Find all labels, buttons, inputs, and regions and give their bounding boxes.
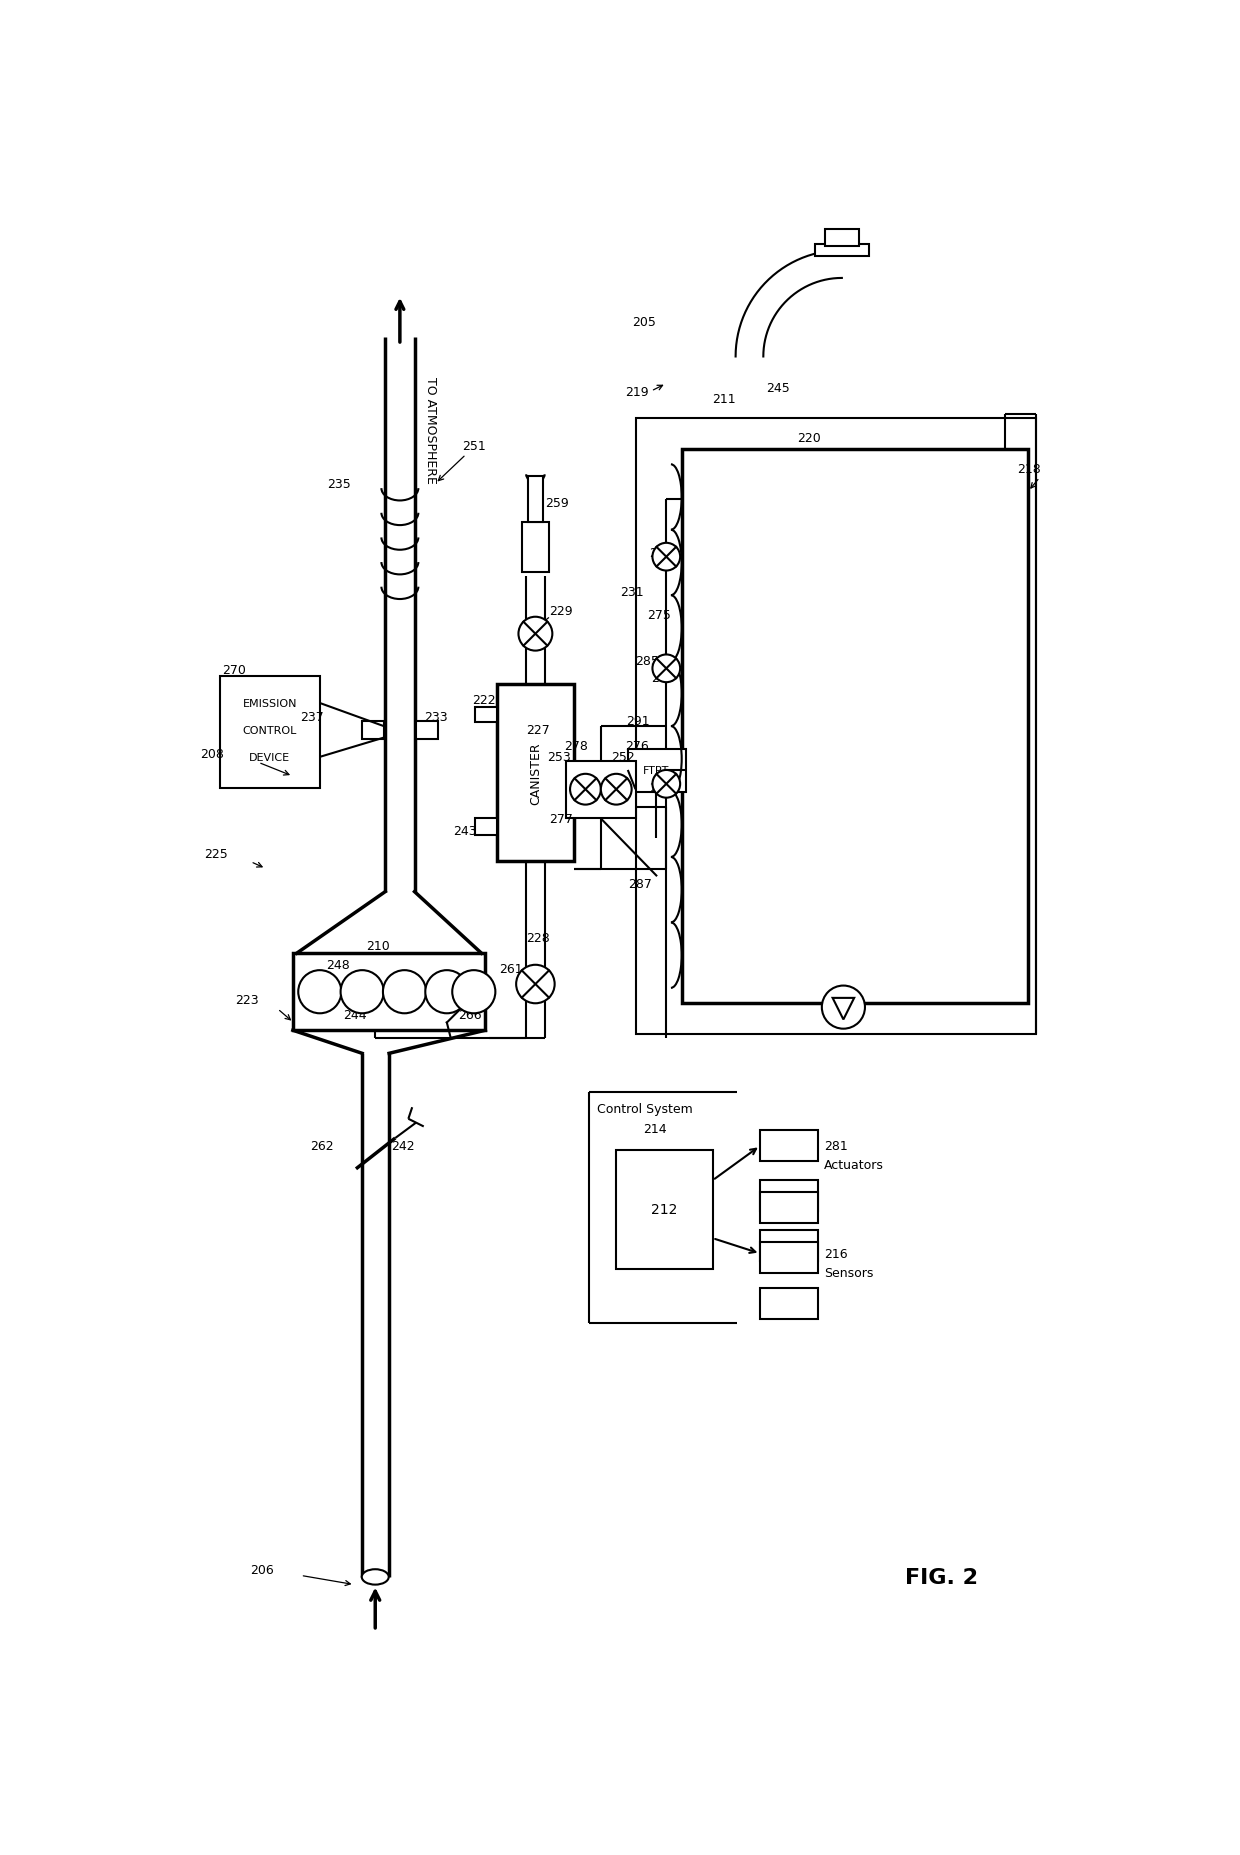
Text: 237: 237 [300, 710, 325, 723]
Text: 248: 248 [326, 959, 350, 972]
Bar [760, 1289, 818, 1319]
Bar [760, 1182, 818, 1211]
Text: 219: 219 [625, 386, 649, 399]
Circle shape [453, 970, 495, 1013]
Text: 220: 220 [797, 432, 821, 445]
Text: DEVICE: DEVICE [249, 753, 290, 762]
Text: 261: 261 [500, 963, 523, 976]
Bar [760, 1132, 818, 1161]
Text: 243: 243 [453, 824, 476, 837]
Text: 212: 212 [651, 1202, 677, 1217]
Bar [825, 230, 859, 247]
Circle shape [652, 544, 681, 571]
Text: 244: 244 [343, 1009, 367, 1022]
Polygon shape [815, 245, 869, 258]
Text: 266: 266 [459, 1009, 482, 1022]
Text: TO ATMOSPHERE: TO ATMOSPHERE [424, 377, 436, 484]
Text: 271: 271 [650, 781, 673, 794]
Text: CANISTER: CANISTER [529, 742, 542, 805]
Text: 242: 242 [391, 1139, 414, 1152]
Text: 227: 227 [526, 723, 549, 736]
Circle shape [341, 970, 383, 1013]
Text: 270: 270 [222, 664, 246, 677]
Bar [616, 1150, 713, 1269]
Text: 259: 259 [546, 497, 569, 510]
Circle shape [516, 965, 554, 1004]
Text: 205: 205 [631, 315, 656, 328]
Bar [528, 477, 543, 523]
Bar [497, 684, 574, 861]
Text: EMISSION: EMISSION [243, 699, 298, 709]
Text: 229: 229 [549, 605, 573, 618]
Text: 275: 275 [647, 608, 671, 621]
Text: 262: 262 [310, 1139, 335, 1152]
Text: 225: 225 [205, 848, 228, 861]
Text: Control System: Control System [596, 1102, 693, 1115]
Circle shape [299, 970, 341, 1013]
Bar [475, 707, 497, 723]
Text: 214: 214 [644, 1122, 667, 1135]
Text: 251: 251 [463, 440, 486, 453]
Text: 252: 252 [611, 751, 635, 764]
Text: 245: 245 [766, 382, 790, 395]
Circle shape [652, 655, 681, 683]
Text: 223: 223 [236, 994, 259, 1007]
Text: 231: 231 [620, 586, 644, 599]
Bar [760, 1193, 818, 1222]
Bar [219, 677, 320, 788]
Text: 221: 221 [828, 994, 852, 1007]
Text: 235: 235 [327, 479, 351, 492]
Bar [760, 1230, 818, 1261]
Bar [682, 449, 1028, 1004]
Bar [760, 1243, 818, 1273]
Text: 285: 285 [635, 655, 660, 668]
Polygon shape [832, 998, 854, 1020]
Text: 208: 208 [201, 748, 224, 761]
Text: 276: 276 [625, 740, 649, 753]
Bar [567, 761, 635, 820]
Text: Actuators: Actuators [825, 1159, 884, 1172]
Text: 233: 233 [424, 710, 448, 723]
Text: 273: 273 [651, 672, 675, 684]
Text: 228: 228 [526, 931, 549, 944]
Text: 206: 206 [250, 1564, 274, 1577]
Circle shape [570, 774, 601, 805]
Bar [627, 749, 686, 792]
Text: 281: 281 [825, 1139, 848, 1152]
Text: FTPT: FTPT [644, 766, 670, 775]
Text: 278: 278 [564, 740, 588, 753]
Bar [362, 722, 383, 740]
Text: 283: 283 [650, 547, 673, 560]
Circle shape [425, 970, 469, 1013]
Text: 287: 287 [627, 877, 652, 890]
Text: 230: 230 [309, 987, 330, 998]
Circle shape [383, 970, 427, 1013]
Bar [417, 722, 438, 740]
Text: 211: 211 [713, 393, 737, 406]
Text: FIG. 2: FIG. 2 [905, 1567, 978, 1588]
Circle shape [518, 618, 552, 651]
Text: 222: 222 [472, 694, 496, 707]
Text: 218: 218 [1017, 462, 1040, 475]
Text: CONTROL: CONTROL [243, 725, 296, 736]
Bar [475, 820, 497, 837]
Circle shape [652, 770, 681, 798]
Circle shape [822, 987, 866, 1030]
Text: 216: 216 [825, 1247, 848, 1260]
Text: 253: 253 [547, 751, 570, 764]
Ellipse shape [362, 1569, 388, 1584]
Bar [635, 419, 1035, 1035]
Bar [522, 523, 549, 573]
Text: Sensors: Sensors [825, 1267, 873, 1280]
Text: 277: 277 [549, 812, 573, 825]
Circle shape [601, 774, 631, 805]
Text: 291: 291 [626, 714, 650, 727]
Text: 210: 210 [366, 939, 389, 952]
Bar [293, 953, 485, 1031]
